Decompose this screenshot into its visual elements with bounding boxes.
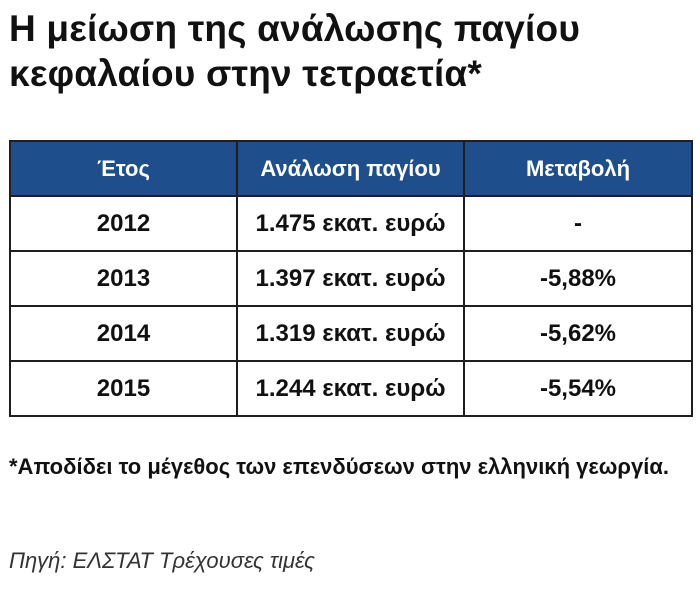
table-row: 2015 1.244 εκατ. ευρώ -5,54%: [9, 360, 693, 417]
data-table-container: Έτος Ανάλωση παγίου Μεταβολή 2012 1.475 …: [9, 140, 693, 417]
cell-consumption: 1.397 εκατ. ευρώ: [236, 250, 465, 307]
table-row: 2012 1.475 εκατ. ευρώ -: [9, 195, 693, 252]
data-table: Έτος Ανάλωση παγίου Μεταβολή 2012 1.475 …: [9, 140, 693, 417]
cell-consumption: 1.475 εκατ. ευρώ: [236, 195, 465, 252]
column-header-consumption: Ανάλωση παγίου: [236, 140, 465, 197]
cell-change: -5,54%: [463, 360, 693, 417]
cell-change: -: [463, 195, 693, 252]
cell-year: 2015: [9, 360, 238, 417]
cell-consumption: 1.319 εκατ. ευρώ: [236, 305, 465, 362]
table-header-row: Έτος Ανάλωση παγίου Μεταβολή: [9, 140, 693, 197]
column-header-change: Μεταβολή: [463, 140, 693, 197]
cell-year: 2012: [9, 195, 238, 252]
footnote: *Αποδίδει το μέγεθος των επενδύσεων στην…: [9, 454, 669, 479]
cell-change: -5,62%: [463, 305, 693, 362]
cell-change: -5,88%: [463, 250, 693, 307]
table-row: 2013 1.397 εκατ. ευρώ -5,88%: [9, 250, 693, 307]
column-header-year: Έτος: [9, 140, 238, 197]
table-row: 2014 1.319 εκατ. ευρώ -5,62%: [9, 305, 693, 362]
cell-consumption: 1.244 εκατ. ευρώ: [236, 360, 465, 417]
source-note: Πηγή: ΕΛΣΤΑΤ Τρέχουσες τιμές: [9, 548, 315, 573]
cell-year: 2014: [9, 305, 238, 362]
chart-title: Η μείωση της ανάλωσης παγίου κεφαλαίου σ…: [9, 8, 581, 94]
cell-year: 2013: [9, 250, 238, 307]
